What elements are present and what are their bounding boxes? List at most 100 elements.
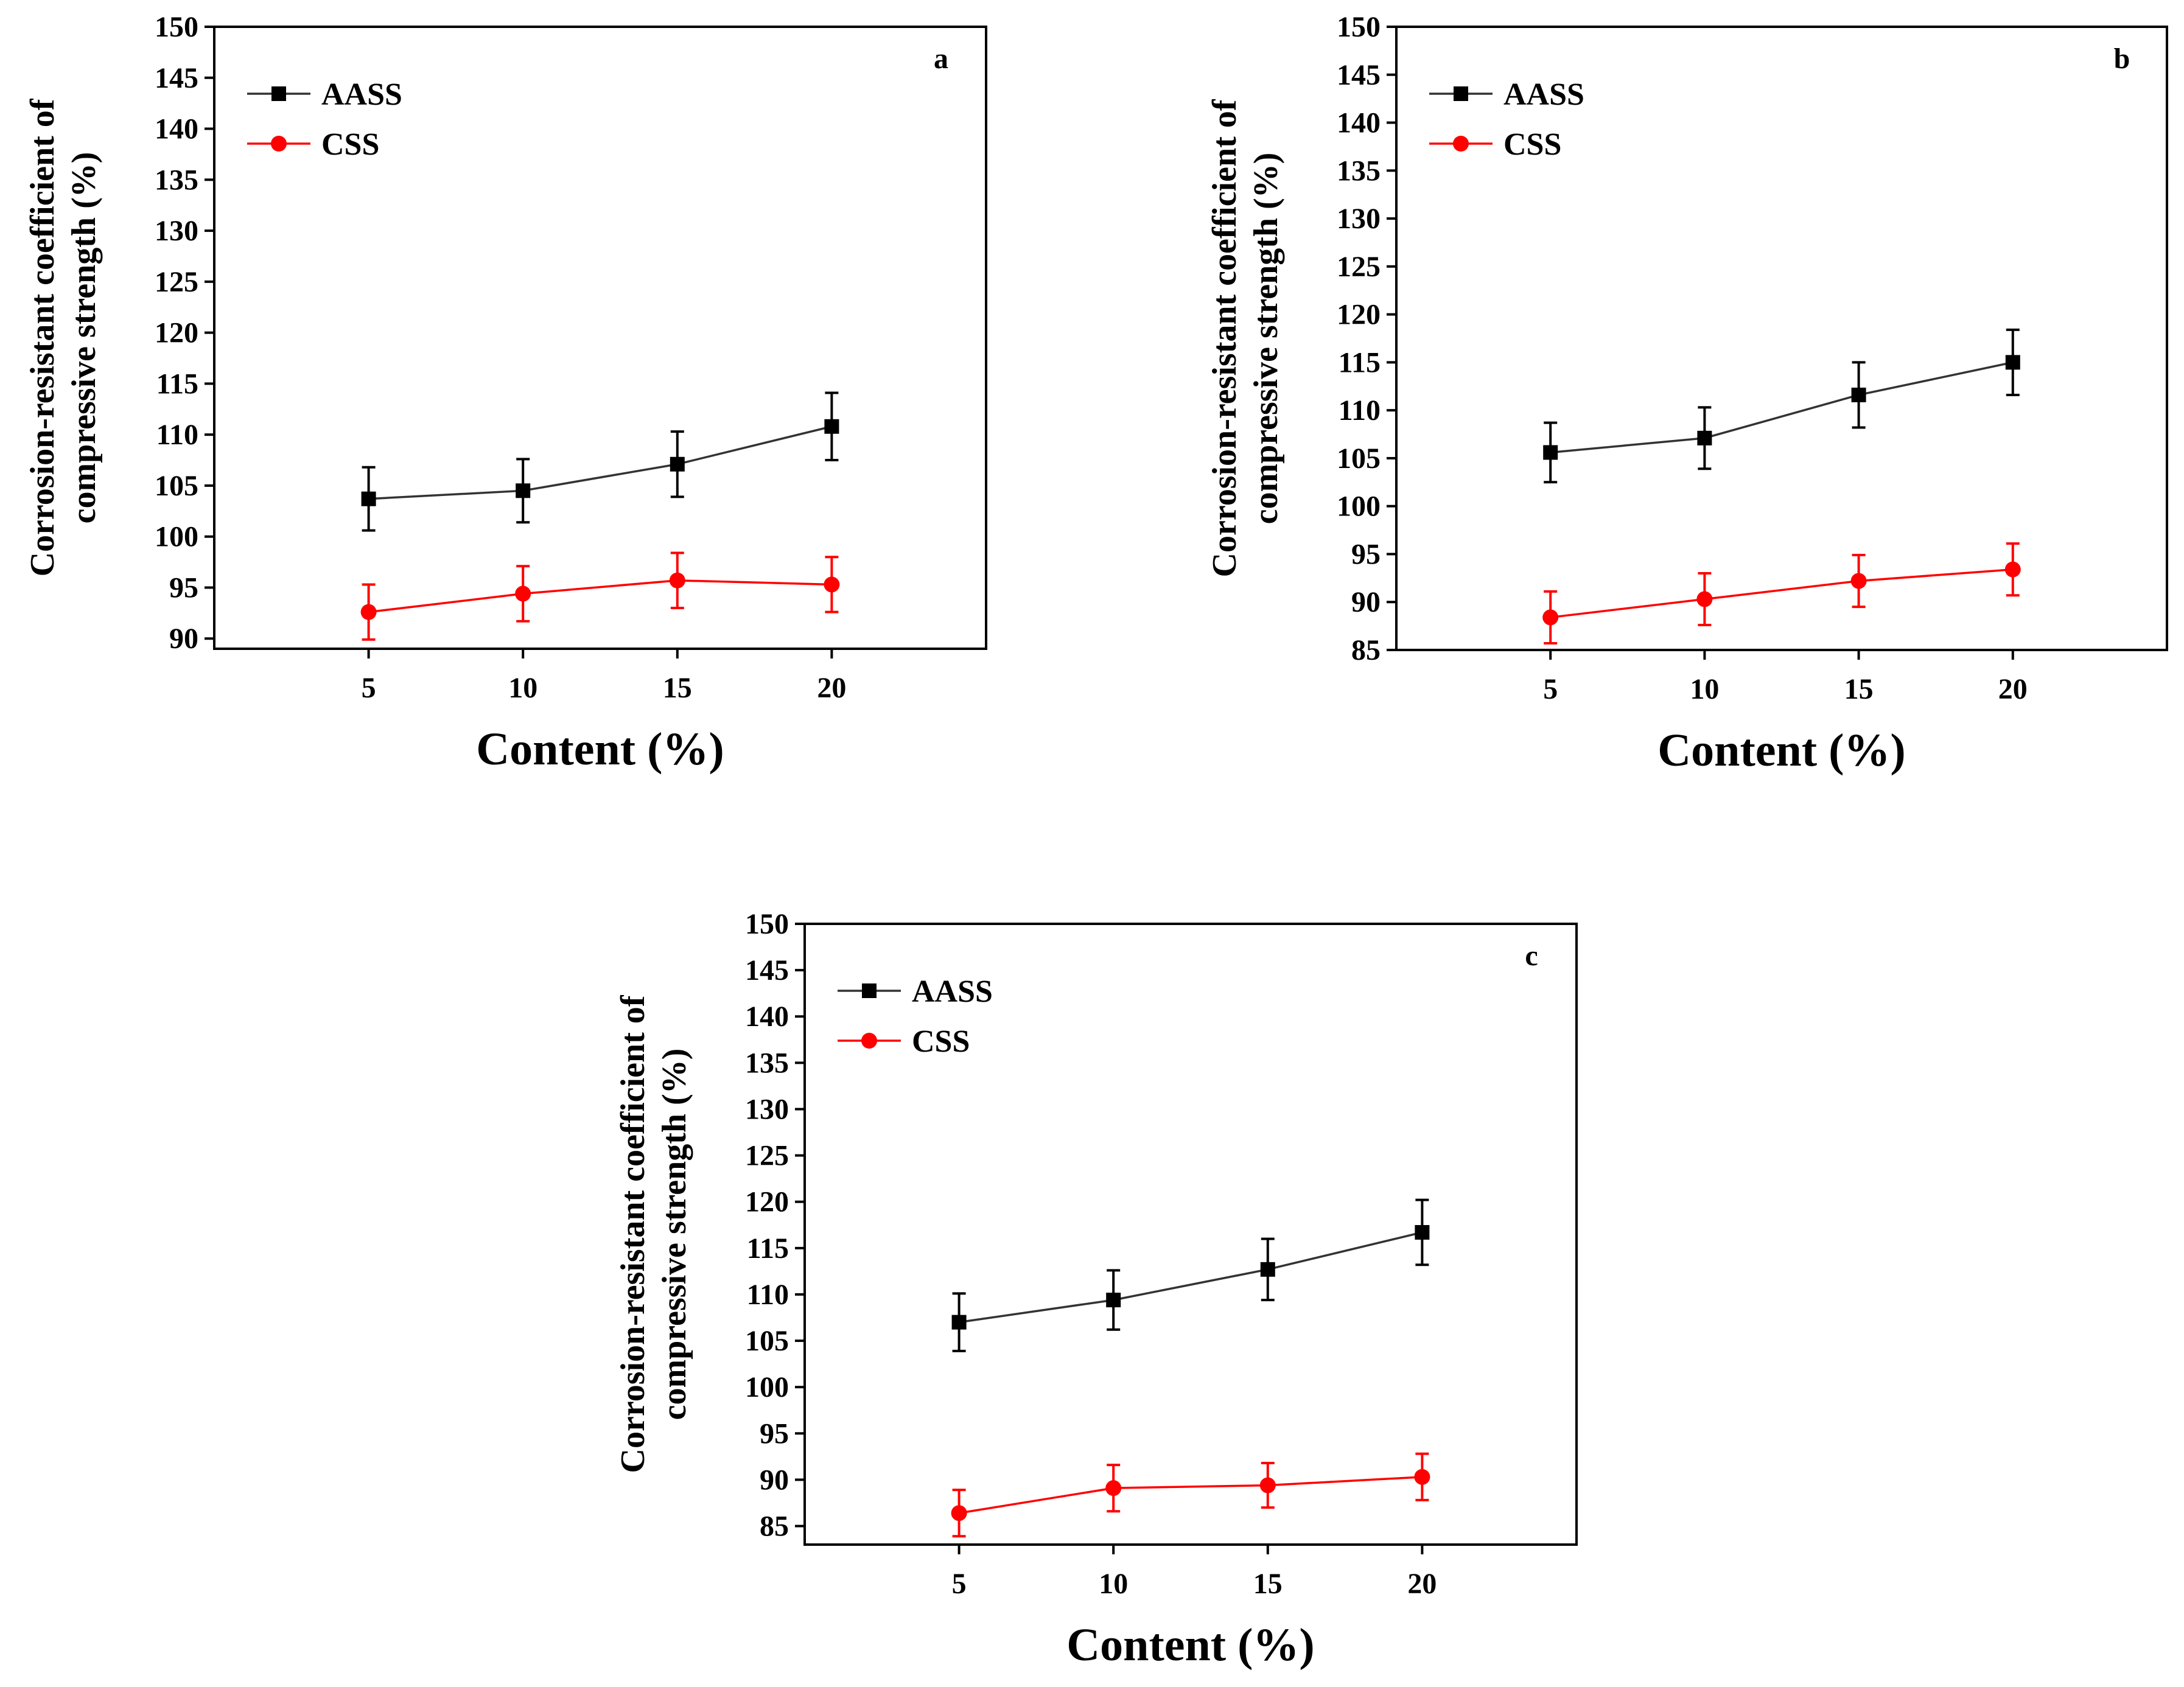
y-axis-title-line1: Corrosion-resistant coefficient of: [1206, 99, 1244, 577]
legend-marker: [271, 86, 286, 101]
y-tick-label: 115: [1339, 346, 1381, 379]
x-tick-label: 5: [362, 672, 376, 704]
panel-label: a: [934, 43, 948, 75]
x-tick-label: 20: [817, 672, 846, 704]
legend-item-css: CSS: [247, 127, 379, 162]
x-tick-label: 10: [1099, 1568, 1128, 1600]
y-tick-label: 150: [1337, 11, 1381, 43]
data-point: [1851, 387, 1866, 402]
y-tick-label: 85: [1351, 634, 1381, 666]
y-tick-label: 130: [745, 1093, 789, 1125]
legend-label: CSS: [1503, 127, 1561, 162]
y-axis-title-line1: Corrosion-resistant coefficient of: [24, 98, 61, 576]
data-point: [1850, 573, 1867, 589]
data-point: [360, 604, 377, 620]
legend-item-css: CSS: [838, 1024, 970, 1059]
y-tick-label: 105: [1337, 442, 1381, 475]
legend-marker: [1453, 136, 1469, 152]
y-tick-label: 85: [760, 1511, 789, 1543]
data-point: [1414, 1469, 1430, 1485]
y-tick-label: 120: [1337, 299, 1381, 331]
y-tick-label: 130: [155, 215, 198, 247]
x-tick-label: 20: [1998, 673, 2028, 705]
series-css: [360, 551, 840, 641]
data-point: [669, 572, 685, 589]
legend-marker: [861, 1033, 877, 1049]
series-aass: [361, 391, 839, 532]
legend-label: CSS: [912, 1024, 970, 1059]
y-tick-label: 125: [155, 266, 198, 298]
data-point: [2004, 561, 2021, 578]
data-point: [1105, 1480, 1122, 1497]
y-tick-label: 140: [1337, 107, 1381, 139]
legend-item-aass: AASS: [838, 974, 993, 1009]
x-tick-label: 20: [1407, 1568, 1437, 1600]
legend-label: AASS: [912, 974, 993, 1009]
data-point: [1259, 1477, 1276, 1493]
y-tick-label: 135: [745, 1047, 789, 1079]
data-point: [951, 1315, 967, 1330]
x-tick-label: 15: [1253, 1568, 1283, 1600]
legend-marker: [862, 983, 877, 998]
y-tick-label: 125: [745, 1140, 789, 1172]
y-tick-label: 150: [155, 11, 198, 43]
series-aass: [951, 1198, 1430, 1352]
x-tick-label: 15: [1844, 673, 1874, 705]
y-tick-label: 145: [155, 62, 198, 94]
chart-panel-a: 90 95 100 105 110 115 120 125 130 135 140 145 150 5 10…: [24, 11, 987, 775]
y-tick-label: 100: [155, 521, 198, 553]
series-line: [959, 1476, 1423, 1514]
y-tick-label: 115: [747, 1232, 789, 1265]
chart-panel-c: 85 90 95 100 105 110 115 120 125 130 135 140 145 150 5…: [614, 908, 1578, 1671]
y-tick-label: 145: [1337, 59, 1381, 91]
y-axis-title-line2: compressive strength (%): [65, 152, 103, 524]
y-axis-title-line2: compressive strength (%): [656, 1049, 693, 1420]
legend-item-aass: AASS: [1429, 77, 1584, 112]
data-point: [1697, 430, 1712, 445]
series-line: [1550, 361, 2014, 454]
series-line: [368, 425, 832, 500]
y-tick-label: 135: [1337, 155, 1381, 187]
plot-frame: [803, 923, 1578, 1546]
y-tick-label: 95: [760, 1417, 789, 1450]
series-line: [1550, 568, 2013, 619]
legend-item-aass: AASS: [247, 77, 402, 112]
y-tick-label: 125: [1337, 251, 1381, 283]
x-tick-label: 15: [663, 672, 692, 704]
y-tick-label: 115: [156, 368, 198, 400]
y-tick-label: 110: [156, 419, 198, 451]
y-tick-label: 140: [745, 1001, 789, 1033]
y-tick-label: 95: [169, 571, 198, 604]
y-tick-label: 90: [169, 623, 198, 655]
series-css: [951, 1452, 1430, 1538]
data-point: [2005, 355, 2020, 370]
x-axis-title: Content (%): [476, 724, 724, 775]
y-tick-label: 150: [745, 908, 789, 940]
plot-frame: [213, 26, 987, 650]
data-point: [516, 483, 531, 498]
data-point: [1260, 1262, 1275, 1277]
y-tick-label: 135: [155, 164, 198, 196]
x-tick-label: 10: [1690, 673, 1719, 705]
x-tick-label: 5: [952, 1568, 967, 1600]
data-point: [1542, 609, 1559, 626]
x-axis-title: Content (%): [1657, 725, 1905, 776]
legend-label: CSS: [321, 127, 379, 162]
x-axis-title: Content (%): [1066, 1619, 1314, 1671]
data-point: [951, 1505, 967, 1521]
legend-item-css: CSS: [1429, 127, 1561, 162]
x-tick-label: 10: [508, 672, 537, 704]
y-tick-label: 100: [745, 1371, 789, 1403]
data-point: [824, 576, 840, 593]
y-tick-label: 120: [745, 1186, 789, 1218]
y-axis-title-line2: compressive strength (%): [1247, 153, 1285, 525]
y-tick-label: 110: [1339, 394, 1381, 427]
panel-label: c: [1525, 940, 1538, 972]
y-tick-label: 100: [1337, 491, 1381, 523]
y-tick-label: 90: [760, 1464, 789, 1496]
y-axis-title-line1: Corrosion-resistant coefficient of: [614, 994, 652, 1473]
legend-label: AASS: [321, 77, 402, 112]
legend-label: AASS: [1503, 77, 1584, 112]
plot-frame: [1395, 26, 2168, 651]
